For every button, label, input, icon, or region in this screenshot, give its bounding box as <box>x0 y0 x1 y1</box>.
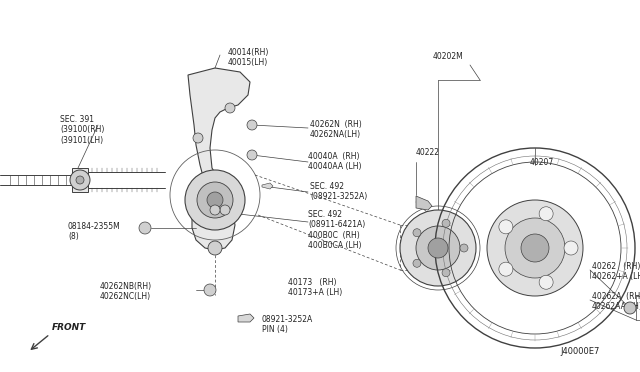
Circle shape <box>539 275 553 289</box>
Text: 40222: 40222 <box>416 148 440 157</box>
Text: 40040A  (RH)
40040AA (LH): 40040A (RH) 40040AA (LH) <box>308 152 362 171</box>
Circle shape <box>539 207 553 221</box>
Text: 40262NB(RH)
40262NC(LH): 40262NB(RH) 40262NC(LH) <box>100 282 152 301</box>
Polygon shape <box>192 200 235 250</box>
Circle shape <box>564 241 578 255</box>
Circle shape <box>400 210 476 286</box>
Circle shape <box>487 200 583 296</box>
Polygon shape <box>188 68 250 205</box>
Circle shape <box>76 176 84 184</box>
Circle shape <box>442 219 450 227</box>
Text: FRONT: FRONT <box>52 324 86 333</box>
Text: 40202M: 40202M <box>433 52 463 61</box>
Polygon shape <box>238 314 254 322</box>
Circle shape <box>70 170 90 190</box>
Text: J40000E7: J40000E7 <box>560 347 600 356</box>
Text: SEC. 492
(08921-3252A): SEC. 492 (08921-3252A) <box>310 182 367 201</box>
Polygon shape <box>262 183 273 189</box>
Circle shape <box>416 226 460 270</box>
Text: 40207: 40207 <box>530 158 554 167</box>
Circle shape <box>499 262 513 276</box>
Circle shape <box>225 103 235 113</box>
Circle shape <box>624 302 636 314</box>
Text: 40014(RH)
40015(LH): 40014(RH) 40015(LH) <box>227 48 269 67</box>
Circle shape <box>428 238 448 258</box>
Text: SEC. 391
(39100(RH)
(39101(LH): SEC. 391 (39100(RH) (39101(LH) <box>60 115 104 145</box>
Text: 40262   (RH)
40262+A (LH): 40262 (RH) 40262+A (LH) <box>592 262 640 281</box>
Circle shape <box>139 222 151 234</box>
Circle shape <box>207 192 223 208</box>
Circle shape <box>521 234 549 262</box>
Circle shape <box>460 244 468 252</box>
Circle shape <box>208 241 222 255</box>
Text: SEC. 492
(08911-6421A)
400B0C  (RH)
400B0CA (LH): SEC. 492 (08911-6421A) 400B0C (RH) 400B0… <box>308 210 365 250</box>
Polygon shape <box>416 196 432 210</box>
Text: 40173   (RH)
40173+A (LH): 40173 (RH) 40173+A (LH) <box>288 278 342 297</box>
Circle shape <box>247 150 257 160</box>
Circle shape <box>193 133 203 143</box>
Text: 08921-3252A
PIN (4): 08921-3252A PIN (4) <box>262 315 313 334</box>
Text: 08184-2355M
(8): 08184-2355M (8) <box>68 222 121 241</box>
Text: 40262A  (RH)
40262AA(LH): 40262A (RH) 40262AA(LH) <box>592 292 640 311</box>
Text: 40262N  (RH)
40262NA(LH): 40262N (RH) 40262NA(LH) <box>310 120 362 140</box>
Circle shape <box>247 120 257 130</box>
Circle shape <box>197 182 233 218</box>
Circle shape <box>413 229 421 237</box>
Polygon shape <box>72 168 88 192</box>
Circle shape <box>220 205 230 215</box>
Circle shape <box>210 205 220 215</box>
Circle shape <box>413 259 421 267</box>
Circle shape <box>499 220 513 234</box>
Circle shape <box>442 269 450 277</box>
Circle shape <box>505 218 565 278</box>
Circle shape <box>185 170 245 230</box>
Circle shape <box>204 284 216 296</box>
